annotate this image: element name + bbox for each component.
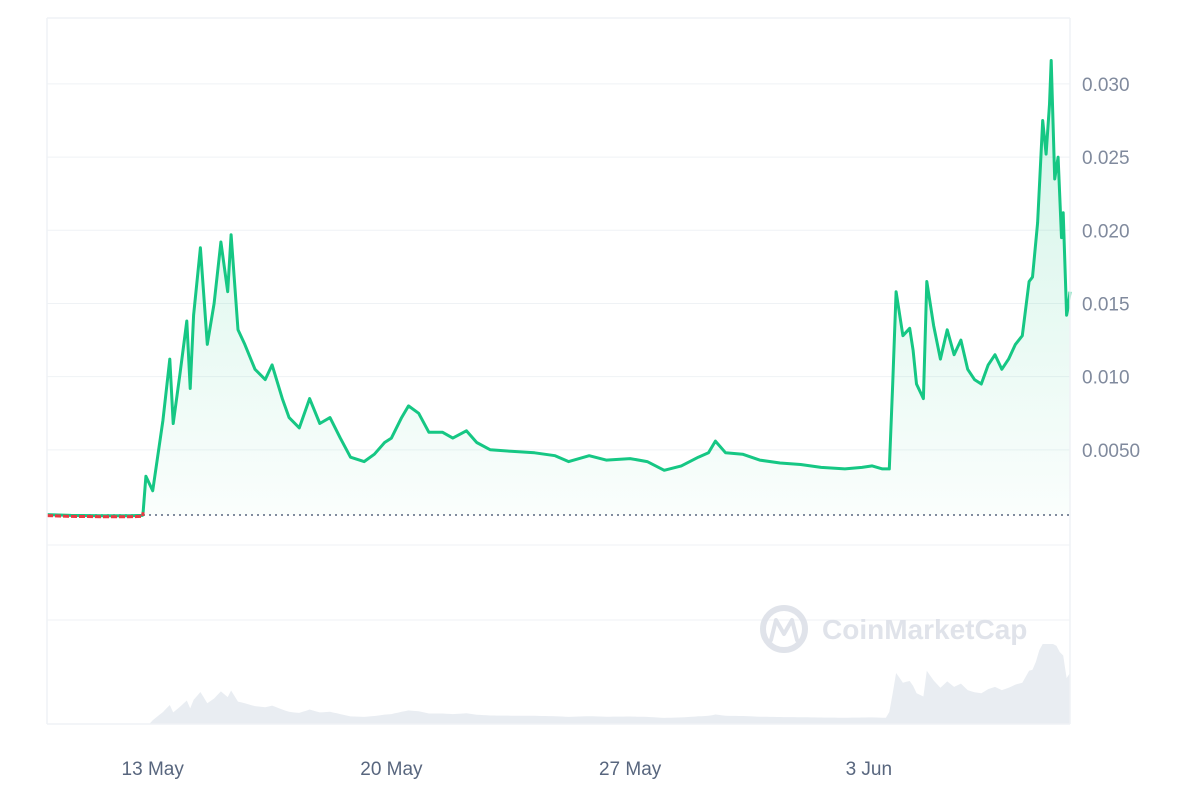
price-area — [47, 60, 1070, 516]
watermark: CoinMarketCap — [760, 605, 1027, 653]
x-tick-label: 13 May — [122, 759, 185, 780]
price-line — [46, 59, 1072, 519]
coinmarketcap-logo-icon — [760, 605, 808, 653]
y-tick-label: 0.0050 — [1082, 441, 1140, 462]
y-tick-label: 0.030 — [1082, 75, 1130, 96]
x-axis: 13 May 20 May 27 May 3 Jun — [122, 759, 892, 780]
price-line-down — [46, 512, 145, 519]
x-tick-label: 27 May — [599, 759, 662, 780]
volume-area — [47, 644, 1070, 724]
y-tick-label: 0.015 — [1082, 294, 1130, 315]
price-line-up — [46, 59, 1072, 518]
y-tick-label: 0.020 — [1082, 221, 1130, 242]
x-tick-label: 3 Jun — [846, 759, 892, 780]
y-tick-label: 0.025 — [1082, 148, 1130, 169]
watermark-text: CoinMarketCap — [822, 614, 1027, 645]
x-tick-label: 20 May — [360, 759, 423, 780]
price-area-fill — [47, 60, 1070, 516]
chart-frame — [46, 17, 1071, 725]
volume-bars — [47, 644, 1070, 724]
y-axis: 0.030 0.025 0.020 0.015 0.010 0.0050 — [1082, 75, 1140, 462]
y-tick-label: 0.010 — [1082, 368, 1130, 389]
